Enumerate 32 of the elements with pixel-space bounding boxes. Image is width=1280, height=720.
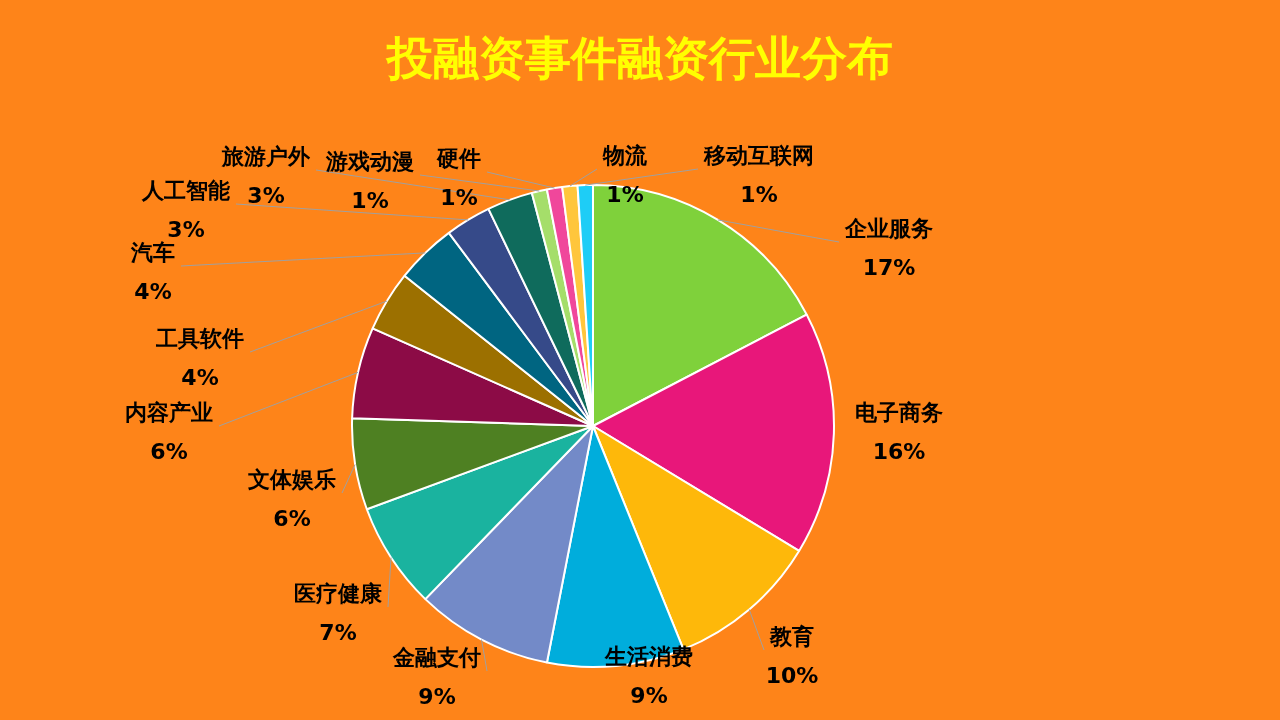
slice-label: 教育 [769,623,814,649]
data-label: 9% [630,682,668,708]
data-label: 17% [862,254,916,280]
slice-label: 物流 [602,142,648,168]
slice-label: 工具软件 [155,325,244,351]
slice-label: 人工智能 [141,177,230,203]
data-label: 4% [181,364,219,390]
slice-label: 电子商务 [855,399,943,425]
slice-label: 文体娱乐 [247,466,336,492]
slice-label: 医疗健康 [294,580,382,606]
data-label: 1% [351,187,389,213]
data-label: 6% [150,438,188,464]
slice-label: 金融支付 [392,644,481,670]
data-label: 3% [167,216,205,242]
slice-label: 游戏动漫 [325,148,414,174]
data-label: 9% [418,683,456,709]
data-label: 1% [740,181,778,207]
data-label: 10% [765,662,819,688]
chart-title: 投融资事件融资行业分布 [385,30,894,87]
data-label: 4% [134,278,172,304]
slice-label: 内容产业 [125,399,213,425]
data-label: 1% [606,181,644,207]
data-label: 1% [440,184,478,210]
slice-label: 旅游户外 [221,143,311,169]
slice-label: 企业服务 [844,215,933,241]
data-label: 7% [319,619,357,645]
data-label: 6% [273,505,311,531]
data-label: 16% [872,438,926,464]
slice-label: 硬件 [436,145,481,171]
slice-label: 汽车 [130,239,175,265]
slice-label: 移动互联网 [703,142,814,168]
data-label: 3% [247,182,285,208]
